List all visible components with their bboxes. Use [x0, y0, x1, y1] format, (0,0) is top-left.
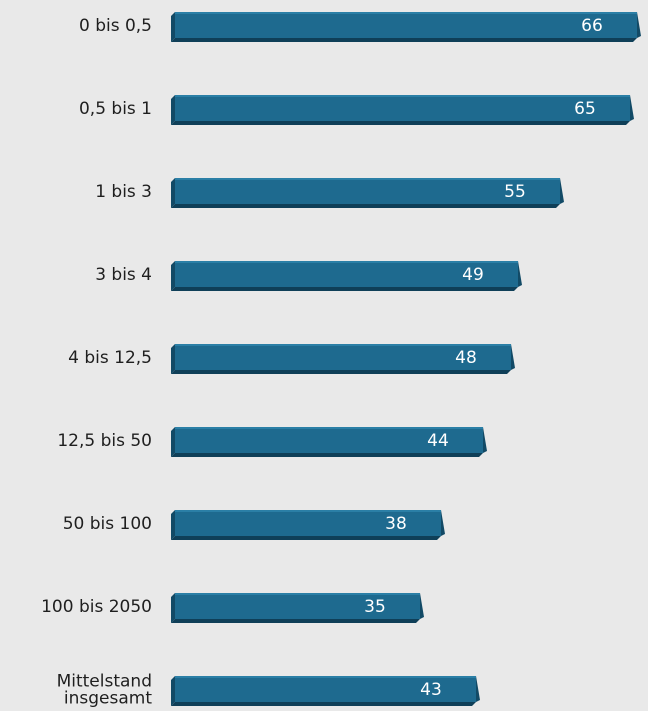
bar-highlight — [175, 427, 483, 429]
bar-left-side — [171, 12, 175, 42]
bar-bottom-side — [171, 370, 511, 374]
data-label: 49 — [462, 265, 484, 285]
bar — [175, 344, 511, 370]
bar-group: 38 50 bis 100 — [63, 510, 445, 540]
bar-group: 35 100 bis 2050 — [41, 593, 424, 623]
bar-right-side — [637, 12, 641, 38]
bar-bottom-side — [171, 38, 637, 42]
bar-right-side — [511, 344, 515, 370]
bar-left-side — [171, 261, 175, 291]
category-label-line: 3 bis 4 — [95, 265, 152, 285]
category-label-line: 0,5 bis 1 — [79, 99, 152, 119]
bar-bottom-side — [171, 204, 560, 208]
category-label-line: 50 bis 100 — [63, 514, 152, 534]
bar-highlight — [175, 95, 630, 97]
bar — [175, 178, 560, 204]
bar-bottom-side — [171, 453, 483, 457]
bar-left-side — [171, 178, 175, 208]
bar-highlight — [175, 178, 560, 180]
bar-highlight — [175, 593, 420, 595]
data-label: 48 — [455, 348, 477, 368]
bar-highlight — [175, 344, 511, 346]
bar-bottom-side — [171, 121, 630, 125]
bar-bottom-side — [171, 287, 518, 291]
bar-right-side — [518, 261, 522, 287]
bar-right-side — [420, 593, 424, 619]
bar — [175, 95, 630, 121]
category-label: Mittelstand insgesamt — [57, 672, 153, 709]
bar-left-side — [171, 510, 175, 540]
data-label: 65 — [574, 99, 596, 119]
bar-group: 65 0,5 bis 1 — [79, 95, 634, 125]
category-label: 4 bis 12,5 — [68, 348, 152, 368]
bar-bottom-side — [171, 702, 476, 706]
data-label: 35 — [364, 597, 386, 617]
bar-right-side — [483, 427, 487, 453]
bar-right-side — [476, 676, 480, 702]
bar-bottom-side — [171, 536, 441, 540]
bar-right-side — [560, 178, 564, 204]
bar-group: 48 4 bis 12,5 — [68, 344, 515, 374]
bar-left-side — [171, 344, 175, 374]
bar — [175, 676, 476, 702]
category-label: 0 bis 0,5 — [79, 16, 152, 36]
bar-right-side — [630, 95, 634, 121]
category-label-line: 100 bis 2050 — [41, 597, 152, 617]
category-label-line: 1 bis 3 — [95, 182, 152, 202]
category-label-line: 12,5 bis 50 — [57, 431, 152, 451]
category-label-line: 4 bis 12,5 — [68, 348, 152, 368]
bar — [175, 593, 420, 619]
bar-highlight — [175, 510, 441, 512]
bar-group: 49 3 bis 4 — [95, 261, 522, 291]
bar-left-side — [171, 593, 175, 623]
bar-left-side — [171, 427, 175, 457]
bar-highlight — [175, 12, 637, 14]
bar-group: 66 0 bis 0,5 — [79, 12, 641, 42]
bar — [175, 427, 483, 453]
bar-highlight — [175, 676, 476, 678]
data-label: 55 — [504, 182, 526, 202]
bar-group: 55 1 bis 3 — [95, 178, 564, 208]
data-label: 38 — [385, 514, 407, 534]
bar-group: 44 12,5 bis 50 — [57, 427, 487, 457]
category-label: 3 bis 4 — [95, 265, 152, 285]
bar — [175, 510, 441, 536]
category-label: 100 bis 2050 — [41, 597, 152, 617]
category-label-line: Mittelstand — [57, 672, 152, 692]
bar-group: 43 Mittelstand insgesamt — [57, 672, 480, 709]
bar — [175, 12, 637, 38]
category-label-line: 0 bis 0,5 — [79, 16, 152, 36]
bar — [175, 261, 518, 287]
bar-highlight — [175, 261, 518, 263]
data-label: 44 — [427, 431, 449, 451]
bar-right-side — [441, 510, 445, 536]
category-label: 1 bis 3 — [95, 182, 152, 202]
bar-left-side — [171, 676, 175, 706]
data-label: 43 — [420, 680, 442, 700]
bar-bottom-side — [171, 619, 420, 623]
bar-left-side — [171, 95, 175, 125]
category-label-line: insgesamt — [64, 689, 152, 709]
category-label: 50 bis 100 — [63, 514, 152, 534]
data-label: 66 — [581, 16, 603, 36]
category-label: 12,5 bis 50 — [57, 431, 152, 451]
category-label: 0,5 bis 1 — [79, 99, 152, 119]
